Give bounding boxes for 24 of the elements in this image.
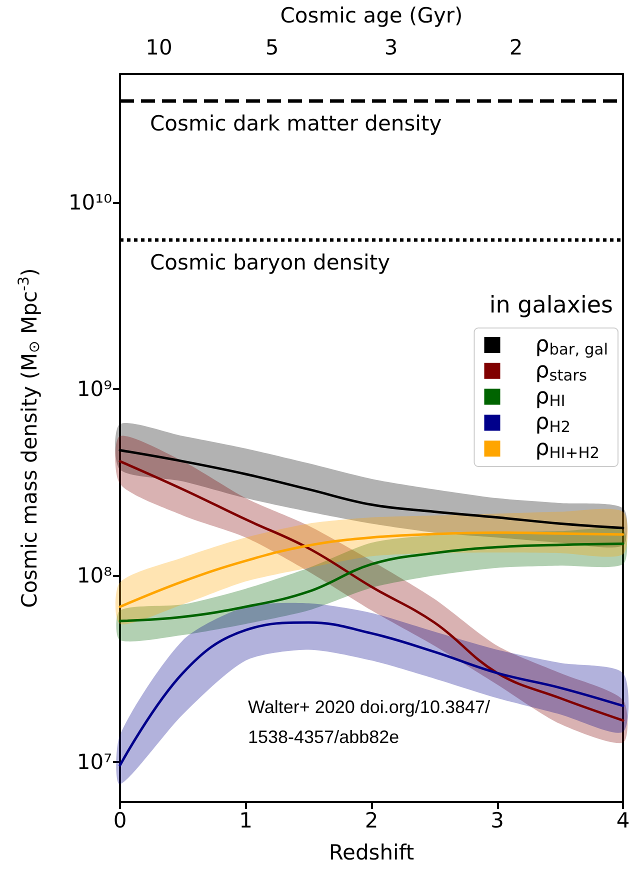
x-tick-label: 1 — [239, 808, 252, 832]
x-axis-title: Redshift — [328, 840, 414, 864]
annotation: Walter+ 2020 doi.org/10.3847/1538-4357/abb82e — [248, 697, 490, 747]
text: 2 — [509, 36, 523, 60]
y-axis-title: Cosmic mass density (M⊙ Mpc-3) — [16, 268, 43, 608]
line-series — [118, 542, 624, 622]
text: 3 — [384, 36, 398, 60]
y-tick-label: 10⁷ — [76, 750, 112, 774]
y-tick-label: 10⁸ — [76, 564, 112, 588]
x2-axis-title: Cosmic age (Gyr) — [280, 4, 463, 28]
line-series — [118, 531, 624, 608]
y-tick-label: 10¹⁰ — [68, 190, 112, 215]
x-tick-label: 0 — [113, 808, 127, 832]
x-tick-label: 2 — [364, 808, 378, 832]
ref-line-label: Cosmic dark matter density — [150, 112, 442, 136]
line-series — [118, 460, 624, 722]
text: 10 — [146, 36, 172, 60]
ref-line-label: Cosmic baryon density — [150, 250, 390, 275]
x-tick-label: 3 — [490, 808, 504, 832]
y-tick-label: 10⁹ — [76, 377, 112, 402]
x-tick-label: 4 — [616, 808, 630, 832]
legend-title: in galaxies — [489, 292, 613, 318]
line-series — [118, 621, 624, 767]
text: 5 — [265, 36, 279, 60]
